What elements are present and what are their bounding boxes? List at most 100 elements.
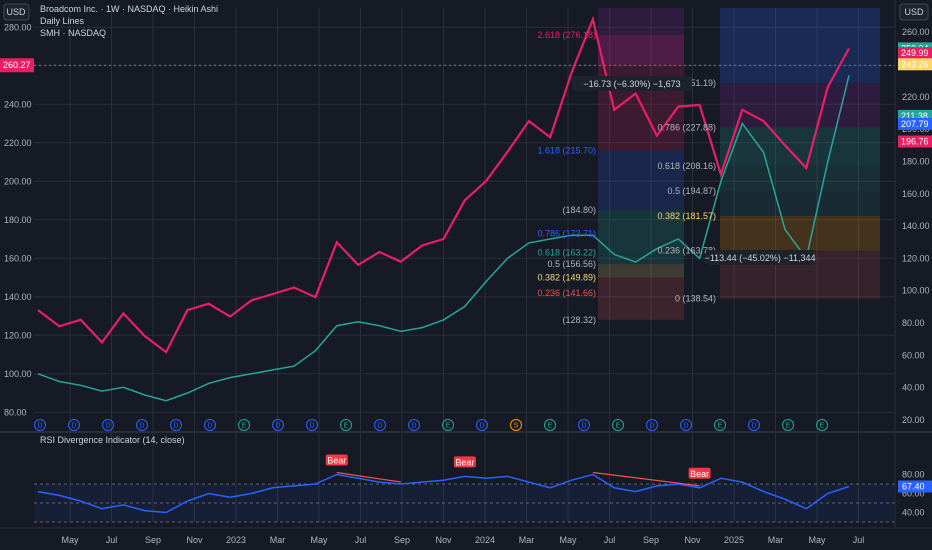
event-marker[interactable] xyxy=(476,419,488,431)
rsi-band xyxy=(34,484,895,522)
x-axis-label: May xyxy=(61,535,79,545)
currency-left-label[interactable]: USD xyxy=(6,7,26,17)
bear-label-box xyxy=(325,454,348,466)
event-marker-label[interactable]: E xyxy=(548,423,553,430)
event-marker-label[interactable]: D xyxy=(105,423,110,430)
x-axis-label: Sep xyxy=(394,535,410,545)
event-marker-label[interactable]: E xyxy=(718,423,723,430)
event-marker-label[interactable]: D xyxy=(581,423,586,430)
rsi-axis-label: 60.00 xyxy=(902,489,925,499)
right-axis-label: 20.00 xyxy=(902,415,925,425)
x-axis-label: 2025 xyxy=(724,535,744,545)
event-marker-label[interactable]: E xyxy=(820,423,825,430)
currency-right-label[interactable]: USD xyxy=(904,7,924,17)
event-marker-label[interactable]: D xyxy=(683,423,688,430)
left-axis-label: 120.00 xyxy=(4,330,32,340)
x-axis-label: Mar xyxy=(519,535,535,545)
chart-subtitle-daily: Daily Lines xyxy=(40,16,85,26)
measure-label-bottom: −113.44 (−45.02%) −11,344 xyxy=(704,253,815,263)
right-price-tag xyxy=(898,47,932,60)
event-marker-label[interactable]: E xyxy=(344,423,349,430)
fib-zone xyxy=(598,210,684,253)
event-marker[interactable] xyxy=(748,419,760,431)
event-marker-label[interactable]: D xyxy=(37,423,42,430)
fib-left-label: 0.5 (156.56) xyxy=(547,259,596,269)
right-price-tag-label: 211.38 xyxy=(901,111,928,121)
event-marker-label[interactable]: D xyxy=(207,423,212,430)
event-marker-label[interactable]: D xyxy=(275,423,280,430)
x-axis-label: Nov xyxy=(435,535,452,545)
bear-label-box xyxy=(688,467,711,479)
event-marker[interactable] xyxy=(782,419,794,431)
event-marker[interactable] xyxy=(408,419,420,431)
event-marker[interactable] xyxy=(442,419,454,431)
bear-divergence-line xyxy=(592,471,700,487)
event-marker[interactable] xyxy=(204,419,216,431)
fib-boxes xyxy=(598,8,880,320)
fib-left-label: (128.32) xyxy=(562,315,596,325)
left-axis-label: 240.00 xyxy=(4,99,32,109)
event-marker[interactable] xyxy=(170,419,182,431)
event-marker-label[interactable]: S xyxy=(514,423,519,430)
fib-right-label: 0.5 (194.87) xyxy=(667,186,716,196)
series-line xyxy=(37,75,850,402)
event-marker[interactable] xyxy=(340,419,352,431)
event-marker[interactable] xyxy=(646,419,658,431)
event-marker[interactable] xyxy=(544,419,556,431)
event-marker[interactable] xyxy=(68,419,80,431)
measure-zone-left xyxy=(598,8,684,65)
bear-label-box xyxy=(453,456,476,468)
event-marker[interactable] xyxy=(102,419,114,431)
x-axis-label: 2024 xyxy=(475,535,495,545)
event-marker-label[interactable]: D xyxy=(479,423,484,430)
fib-labels: 2.618 (276.18) 1.618 (215.70) (184.80) 0.78… xyxy=(537,30,815,325)
event-marker[interactable] xyxy=(306,419,318,431)
event-marker[interactable] xyxy=(136,419,148,431)
event-marker-label[interactable]: E xyxy=(242,423,247,430)
event-marker-label[interactable]: D xyxy=(377,423,382,430)
chart-title: Broadcom Inc. · 1W · NASDAQ · Heikin Ash… xyxy=(40,4,218,14)
x-axis-label: Jul xyxy=(106,535,118,545)
event-marker-label[interactable]: E xyxy=(616,423,621,430)
rsi-axis-label: 80.00 xyxy=(902,470,925,480)
rsi-axis-label: 40.00 xyxy=(902,508,925,518)
bear-label: Bear xyxy=(327,456,346,466)
x-axis-label: 2023 xyxy=(226,535,246,545)
event-marker[interactable] xyxy=(612,419,624,431)
event-marker[interactable] xyxy=(578,419,590,431)
event-marker[interactable] xyxy=(816,419,828,431)
event-marker-label[interactable]: D xyxy=(411,423,416,430)
event-marker[interactable] xyxy=(374,419,386,431)
event-marker-label[interactable]: E xyxy=(786,423,791,430)
event-marker[interactable] xyxy=(680,419,692,431)
event-marker[interactable] xyxy=(510,419,522,431)
x-axis-label: Sep xyxy=(643,535,659,545)
right-price-tag-label: 243.26 xyxy=(901,59,929,69)
event-marker-label[interactable]: D xyxy=(751,423,756,430)
right-axis-label: 60.00 xyxy=(902,350,925,360)
right-price-tag xyxy=(898,135,932,148)
event-marker-label[interactable]: D xyxy=(649,423,654,430)
currency-left-box[interactable] xyxy=(3,3,30,21)
left-axis-label: 100.00 xyxy=(4,369,32,379)
fib-right-label: 0.382 (181.57) xyxy=(657,211,716,221)
event-marker-label[interactable]: E xyxy=(446,423,451,430)
event-marker[interactable] xyxy=(272,419,284,431)
event-marker[interactable] xyxy=(714,419,726,431)
event-marker-label[interactable]: D xyxy=(173,423,178,430)
event-marker-label[interactable]: D xyxy=(139,423,144,430)
event-marker[interactable] xyxy=(238,419,250,431)
event-marker-label[interactable]: D xyxy=(71,423,76,430)
event-marker-label[interactable]: D xyxy=(309,423,314,430)
chart-subtitle-smh: SMH · NASDAQ xyxy=(40,28,106,38)
right-axis-label: 120.00 xyxy=(902,253,930,263)
bear-label: Bear xyxy=(690,469,709,479)
right-price-tag xyxy=(898,117,932,130)
event-marker[interactable] xyxy=(34,419,46,431)
left-axis-label: 280.00 xyxy=(4,22,32,32)
fib-right-label: 0.618 (208.16) xyxy=(657,161,716,171)
currency-right-box[interactable] xyxy=(899,3,929,21)
